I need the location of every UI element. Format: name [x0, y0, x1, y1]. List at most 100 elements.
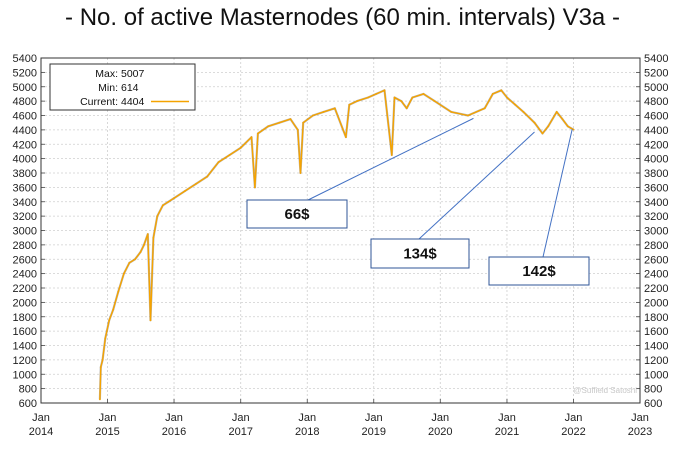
legend-max-value: 5007 — [121, 68, 145, 80]
series-point — [400, 100, 403, 102]
series-point — [483, 107, 486, 110]
series-point — [467, 114, 469, 117]
y-tick-label-right: 1200 — [644, 355, 668, 367]
callout-leader-line — [418, 131, 535, 240]
x-tick-label-month: Jan — [565, 412, 583, 424]
series-point — [257, 132, 259, 135]
y-tick-label-left: 4400 — [13, 125, 37, 137]
x-tick-label-month: Jan — [99, 412, 117, 424]
legend-max-label: Max: — [95, 68, 118, 80]
y-tick-label-right: 5400 — [644, 53, 668, 65]
series-point — [128, 261, 131, 264]
series-point — [506, 96, 508, 99]
series-point — [561, 118, 564, 120]
series-point — [152, 236, 155, 239]
callouts: 66$ 134$ 142$ — [246, 117, 590, 286]
series-point — [134, 258, 136, 261]
y-tick-label-right: 2200 — [644, 283, 668, 295]
y-tick-label-left: 1800 — [13, 312, 37, 324]
series-point — [117, 290, 120, 293]
y-tick-label-left: 1000 — [13, 369, 37, 381]
x-tick-label-year: 2018 — [295, 426, 319, 438]
series-point — [411, 96, 414, 99]
legend-current-label: Current: — [80, 96, 118, 108]
y-tick-label-left: 3600 — [13, 182, 37, 194]
chart-title: - No. of active Masternodes (60 min. int… — [65, 4, 620, 31]
y-tick-label-left: 2800 — [13, 240, 37, 252]
y-tick-label-right: 800 — [644, 384, 662, 396]
x-tick-label-year: 2016 — [162, 426, 186, 438]
series-point — [514, 103, 517, 106]
series-point — [104, 337, 107, 340]
series-point — [239, 146, 242, 149]
y-tick-label-left: 2400 — [13, 269, 37, 281]
series-point — [149, 319, 152, 322]
y-tick-label-left: 2200 — [13, 283, 37, 295]
callout-price-label: 134$ — [403, 246, 437, 263]
y-tick-label-right: 3400 — [644, 197, 668, 209]
y-tick-label-right: 4400 — [644, 125, 668, 137]
series-point — [254, 186, 256, 189]
y-tick-label-left: 3400 — [13, 197, 37, 209]
series-point — [555, 111, 558, 113]
series-point — [541, 132, 544, 135]
series-point — [99, 366, 102, 368]
series-point — [375, 93, 378, 95]
y-tick-label-right: 1000 — [644, 369, 668, 381]
series-point — [143, 244, 145, 246]
y-tick-label-left: 4600 — [13, 111, 37, 123]
series-point — [522, 111, 525, 113]
series-point — [146, 233, 149, 236]
series-point — [108, 319, 111, 322]
y-tick-label-left: 4800 — [13, 96, 37, 108]
y-tick-label-left: 3000 — [13, 226, 37, 238]
x-tick-label-month: Jan — [32, 412, 50, 424]
series-point — [195, 182, 198, 185]
y-tick-label-left: 2600 — [13, 254, 37, 266]
y-tick-label-right: 1400 — [644, 341, 668, 353]
y-tick-label-right: 5000 — [644, 82, 668, 94]
series-point — [333, 107, 336, 110]
series-point — [450, 111, 453, 113]
series-point — [167, 200, 170, 203]
series-point — [112, 308, 115, 311]
y-tick-label-right: 2600 — [644, 254, 668, 266]
series-point — [348, 103, 351, 106]
x-tick-label-month: Jan — [431, 412, 449, 424]
y-tick-label-right: 4000 — [644, 154, 668, 166]
callout-box — [370, 238, 470, 269]
series-point — [289, 118, 292, 120]
y-tick-label-right: 3800 — [644, 168, 668, 180]
x-tick-label-month: Jan — [298, 412, 316, 424]
series-point — [433, 100, 436, 102]
y-tick-label-right: 4600 — [644, 111, 668, 123]
x-tick-label-year: 2019 — [362, 426, 386, 438]
series-point — [228, 154, 231, 156]
x-tick-label-year: 2021 — [495, 426, 519, 438]
legend-current-value: 4404 — [121, 96, 145, 108]
y-tick-label-left: 5000 — [13, 82, 37, 94]
y-tick-label-left: 800 — [19, 384, 37, 396]
y-tick-label-right: 4800 — [644, 96, 668, 108]
series-point — [422, 93, 425, 95]
y-tick-label-right: 4200 — [644, 139, 668, 151]
series-point — [206, 175, 209, 178]
series-point — [184, 190, 186, 192]
series-point — [162, 204, 164, 207]
y-tick-label-right: 3600 — [644, 182, 668, 194]
x-tick-label-year: 2015 — [95, 426, 119, 438]
series-point — [345, 136, 347, 139]
x-tick-label-month: Jan — [498, 412, 516, 424]
y-tick-label-left: 1400 — [13, 341, 37, 353]
y-tick-label-left: 4000 — [13, 154, 37, 166]
series-point — [299, 172, 302, 174]
x-tick-label-month: Jan — [631, 412, 649, 424]
series-point — [356, 100, 358, 102]
legend-min-value: 614 — [121, 82, 139, 94]
x-tick-label-year: 2014 — [29, 426, 53, 438]
x-tick-label-month: Jan — [365, 412, 383, 424]
series-layer — [98, 89, 575, 401]
legend-box — [49, 63, 196, 111]
